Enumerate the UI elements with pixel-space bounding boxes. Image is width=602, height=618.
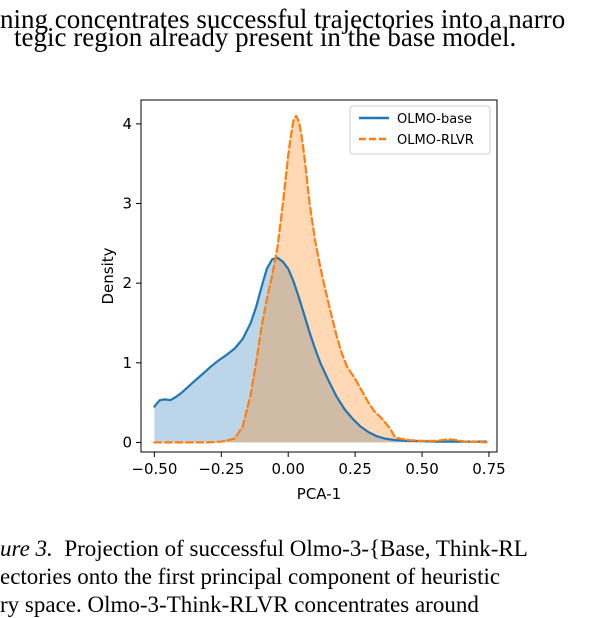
figure-caption-line-2: ectories onto the first principal compon… xyxy=(0,564,501,589)
density-line-olmo-rlvr xyxy=(153,114,488,444)
y-tick-label: 4 xyxy=(122,115,132,133)
y-axis-label: Density xyxy=(99,247,117,304)
legend: OLMO-base OLMO-RLVR xyxy=(349,105,491,155)
figure-caption-line-1: ure 3. Projection of successful Olmo-3-{… xyxy=(0,536,602,562)
paragraph-line-2: tegic region already present in the base… xyxy=(14,22,517,52)
y-tick-label: 2 xyxy=(122,274,132,292)
x-axis-ticks: −0.50 −0.25 0.00 0.25 0.50 0.75 xyxy=(131,452,506,478)
x-tick-label: 0.50 xyxy=(405,460,438,478)
figure-label: ure 3. xyxy=(0,536,53,561)
y-tick-label: 0 xyxy=(122,433,132,451)
legend-label-olmo-rlvr: OLMO-RLVR xyxy=(397,133,474,148)
caption-text-1: Projection of successful Olmo-3-{Base, T… xyxy=(64,536,528,561)
x-tick-label: −0.25 xyxy=(198,460,244,478)
x-tick-label: 0.25 xyxy=(338,460,371,478)
y-tick-label: 3 xyxy=(122,195,132,213)
density-fill-olmo-base xyxy=(154,257,487,443)
figure-caption-line-3: ry space. Olmo-3-Think-RLVR concentrates… xyxy=(0,592,479,617)
legend-label-olmo-base: OLMO-base xyxy=(397,112,472,127)
density-fill-olmo-rlvr xyxy=(154,115,487,443)
x-tick-label: 0.00 xyxy=(272,460,305,478)
x-axis-label: PCA-1 xyxy=(297,485,341,503)
density-fills xyxy=(154,115,487,443)
x-tick-label: 0.75 xyxy=(472,460,505,478)
y-axis-ticks: 0 1 2 3 4 xyxy=(122,115,141,451)
x-tick-label: −0.50 xyxy=(131,460,177,478)
paragraph-line-1: ning concentrates successful trajectorie… xyxy=(0,4,566,34)
plot-frame xyxy=(140,99,498,453)
density-plot: −0.50 −0.25 0.00 0.25 0.50 0.75 0 1 2 3 4 PCA-1 D… xyxy=(99,99,506,503)
density-line-olmo-base xyxy=(153,256,488,443)
y-tick-label: 1 xyxy=(122,354,132,372)
density-lines xyxy=(153,114,488,444)
